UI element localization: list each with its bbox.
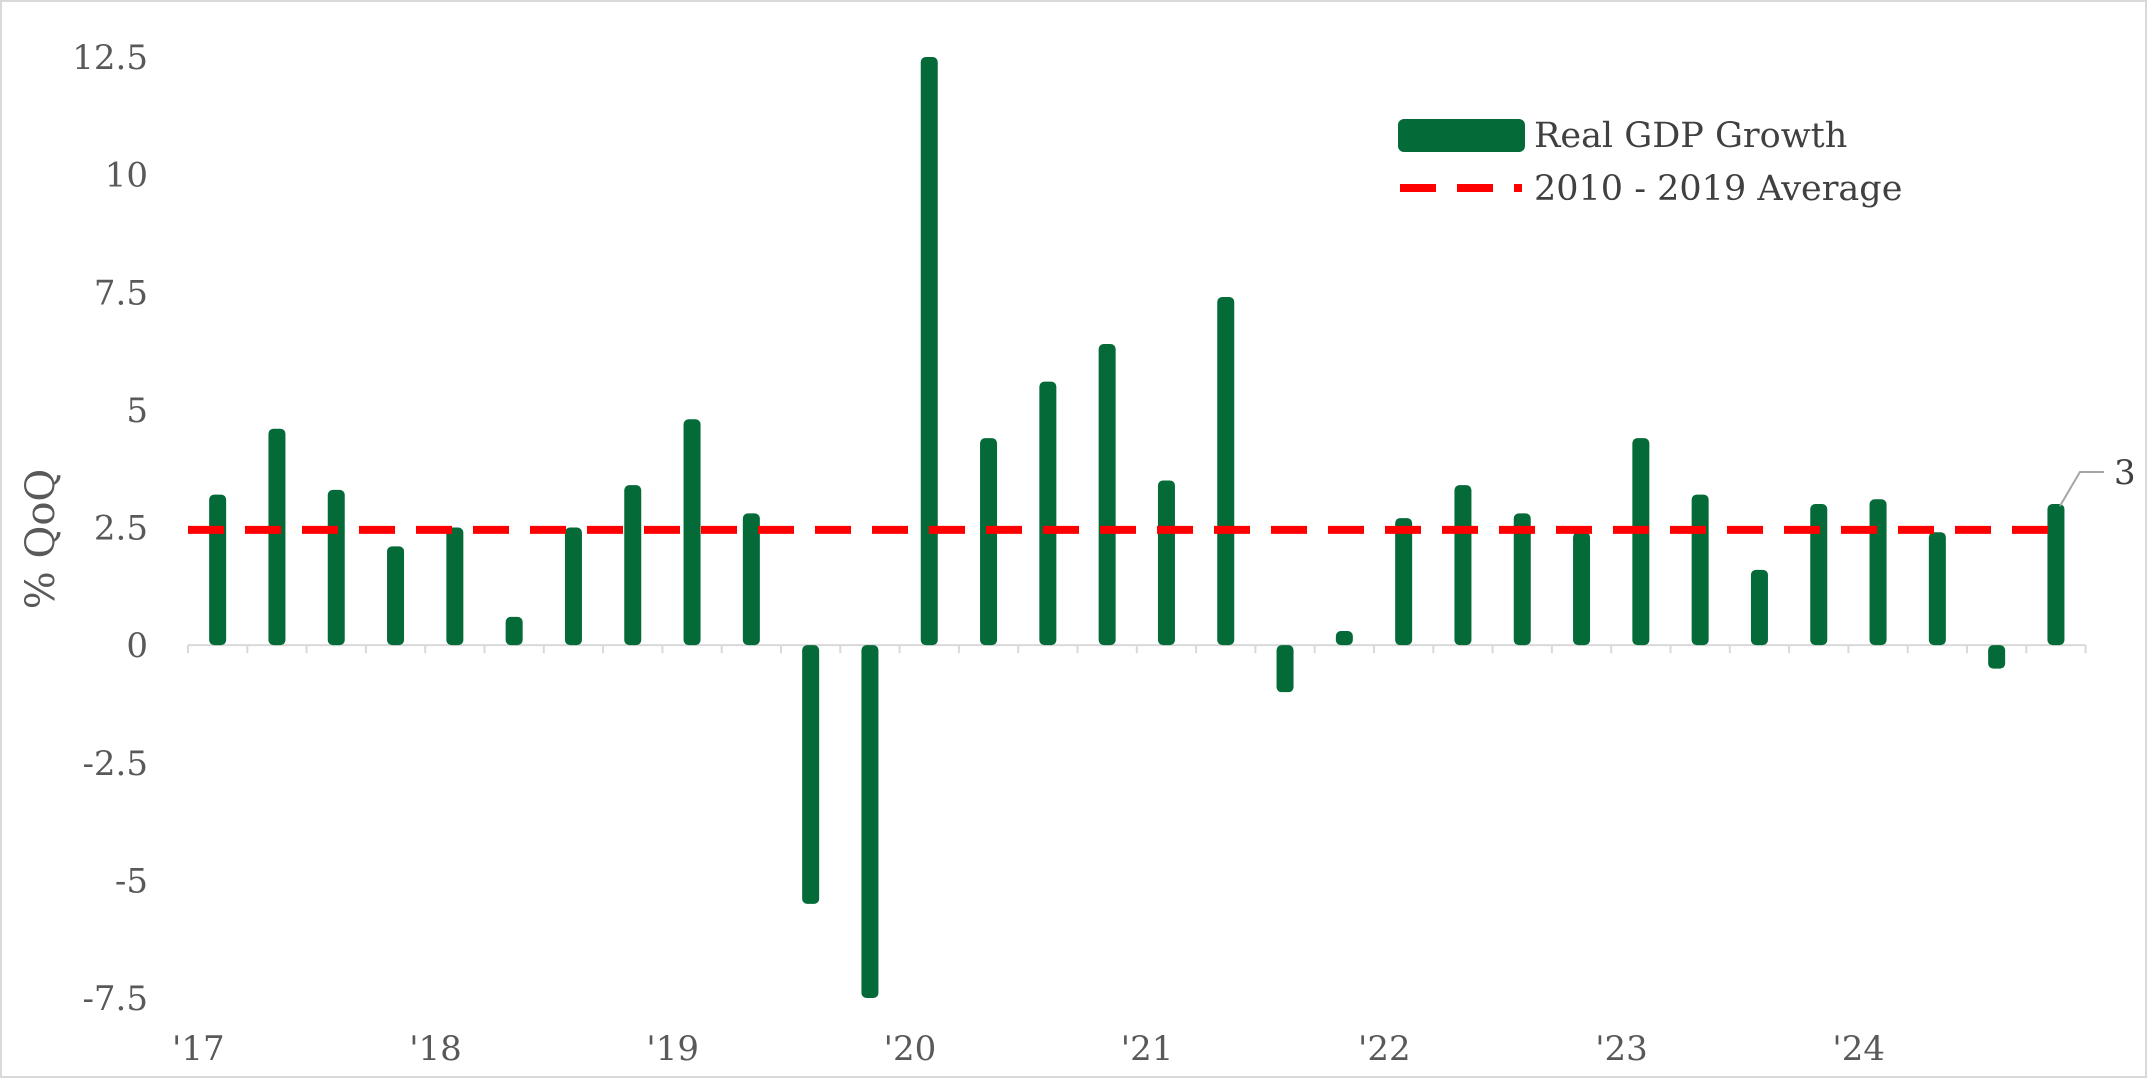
- bar-2017Q4: [387, 546, 405, 646]
- legend: Real GDP Growth 2010 - 2019 Average: [1398, 116, 1902, 209]
- x-tick-label: '21: [1121, 1029, 1174, 1069]
- bar-2021Q4: [1335, 631, 1353, 646]
- bar-2024Q1: [1869, 499, 1887, 646]
- legend-swatch-bar: [1398, 119, 1525, 152]
- bar-2023Q1: [1632, 438, 1650, 646]
- y-tick-label: -7.5: [82, 979, 148, 1019]
- bar-2018Q1: [446, 527, 464, 646]
- bar-2022Q2: [1454, 485, 1472, 646]
- bar-2021Q2: [1217, 296, 1235, 646]
- bar-2020Q1: [920, 57, 938, 646]
- bar-2022Q4: [1573, 532, 1591, 646]
- data-label-leader-line: [2059, 470, 2104, 507]
- bar-2018Q2: [505, 616, 523, 646]
- bar-2020Q4: [1098, 344, 1116, 646]
- bar-2020Q2: [980, 438, 998, 646]
- y-axis-tick-labels: 12.5 10 7.5 5 2.5 0 -2.5 -5 -7.5: [72, 38, 148, 1019]
- x-tick-label: '17: [172, 1029, 225, 1069]
- x-axis-tick-marks: [187, 645, 2087, 654]
- x-axis-tick-labels: '17 '18 '19 '20 '21 '22 '23 '24: [172, 1029, 1885, 1069]
- bar-2018Q3: [564, 527, 582, 646]
- y-tick-label: 12.5: [72, 38, 148, 78]
- x-tick-label: '19: [646, 1029, 699, 1069]
- x-tick-label: '20: [884, 1029, 937, 1069]
- bar-2023Q2: [1691, 494, 1709, 646]
- bar-2019Q4: [861, 645, 879, 998]
- x-tick-label: '22: [1358, 1029, 1411, 1069]
- legend-label-average: 2010 - 2019 Average: [1534, 169, 1902, 209]
- bar-2022Q1: [1395, 518, 1413, 646]
- bar-2022Q3: [1513, 513, 1531, 646]
- bar-2019Q2: [742, 513, 760, 646]
- y-tick-label: 10: [105, 156, 148, 196]
- x-tick-label: '18: [409, 1029, 462, 1069]
- data-label-group: 3: [2059, 453, 2136, 507]
- bar-2024Q2: [1928, 532, 1946, 646]
- bar-2023Q3: [1750, 569, 1768, 646]
- bar-2021Q1: [1157, 480, 1175, 646]
- bar-2023Q4: [1810, 503, 1828, 646]
- data-label: 3: [2114, 453, 2136, 493]
- y-tick-label: 7.5: [94, 273, 148, 313]
- bar-2017Q2: [268, 428, 286, 646]
- x-tick-label: '24: [1832, 1029, 1885, 1069]
- bar-2021Q3: [1276, 645, 1294, 693]
- legend-label-gdp: Real GDP Growth: [1534, 116, 1847, 156]
- bar-2019Q1: [683, 419, 701, 646]
- legend-item-average: 2010 - 2019 Average: [1400, 169, 1902, 209]
- bar-2019Q3: [802, 645, 820, 904]
- bar-2024Q3: [1988, 645, 2006, 669]
- legend-item-gdp: Real GDP Growth: [1398, 116, 1847, 156]
- y-tick-label: 0: [126, 626, 148, 666]
- y-tick-label: 2.5: [94, 509, 148, 549]
- bar-2024Q4: [2047, 503, 2065, 646]
- y-tick-label: 5: [126, 391, 148, 431]
- bar-2018Q4: [624, 485, 642, 646]
- y-tick-label: -2.5: [82, 744, 148, 784]
- bar-2020Q3: [1039, 381, 1057, 646]
- bar-2017Q3: [327, 489, 345, 646]
- y-tick-label: -5: [115, 861, 148, 901]
- y-axis-title: % QoQ: [18, 469, 64, 609]
- bar-2017Q1: [209, 494, 227, 646]
- x-tick-label: '23: [1595, 1029, 1648, 1069]
